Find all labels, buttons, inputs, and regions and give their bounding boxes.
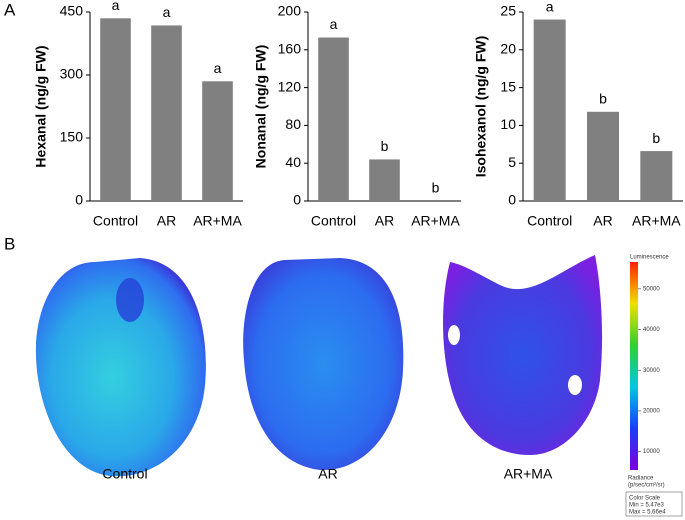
y-tick-label: 450 [60, 3, 84, 19]
significance-letter: b [432, 180, 440, 196]
y-tick-label: 150 [60, 129, 84, 145]
x-tick-label: Control [93, 213, 138, 229]
x-tick-label: AR [157, 213, 176, 229]
fruit-image [243, 258, 404, 471]
bar-chart: 0 40 80 120 160 200 Nonanal (ng/g FW) Control a A… [253, 3, 461, 229]
y-tick-label: 20 [500, 41, 516, 57]
fruit-image [443, 255, 603, 455]
dark-spot [116, 278, 144, 322]
x-tick-label: AR+MA [411, 213, 460, 229]
y-axis-label: Isohexanol (ng/g FW) [473, 36, 489, 178]
image-caption: AR+MA [504, 466, 553, 482]
significance-letter: a [112, 0, 120, 13]
luminescence-images [35, 255, 603, 477]
image-caption: AR [318, 466, 337, 482]
color-bar [630, 262, 638, 470]
x-tick-label: AR+MA [193, 213, 242, 229]
color-tick-label: 30000 [643, 368, 660, 374]
y-axis-label: Hexanal (ng/g FW) [33, 45, 49, 167]
x-tick-label: AR+MA [632, 213, 681, 229]
fruit-image [35, 258, 206, 477]
bar-chart: 0 5 10 15 20 25 Isohexanol (ng/g FW) Control a AR… [473, 0, 683, 229]
significance-letter: b [381, 138, 389, 154]
x-tick-label: Control [527, 213, 572, 229]
significance-letter: a [214, 60, 222, 76]
color-tick-label: 20000 [643, 408, 660, 414]
y-tick-label: 0 [508, 192, 516, 208]
y-tick-label: 40 [285, 154, 301, 170]
y-tick-label: 120 [278, 78, 302, 94]
y-tick-label: 15 [500, 78, 516, 94]
saturated-spot [568, 375, 582, 395]
y-axis-label: Nonanal (ng/g FW) [253, 45, 269, 169]
image-caption: Control [102, 466, 147, 482]
y-tick-label: 5 [508, 154, 516, 170]
panel-label: A [4, 0, 16, 19]
color-tick-label: 50000 [643, 286, 660, 292]
min-label: Min = 5.47e3 [629, 503, 665, 509]
bar-chart: 0 150 300 450 Hexanal (ng/g FW) Control a AR a AR… [33, 0, 243, 229]
color-tick-label: 10000 [643, 449, 660, 455]
y-tick-label: 25 [500, 3, 516, 19]
color-scale: Luminescence Radiance (p/sec/cm²/sr) Col… [625, 255, 683, 517]
color-scale-title: Luminescence [630, 255, 669, 261]
unit-title: Radiance [628, 476, 654, 482]
significance-letter: a [330, 16, 338, 32]
bar [202, 81, 233, 201]
y-tick-label: 0 [293, 192, 301, 208]
x-tick-label: AR [375, 213, 394, 229]
max-label: Max = 5.66e4 [629, 510, 666, 516]
significance-letter: b [599, 90, 607, 106]
y-tick-label: 160 [278, 41, 302, 57]
x-tick-label: Control [311, 213, 356, 229]
scale-box [625, 491, 683, 517]
y-tick-label: 10 [500, 116, 516, 132]
bar [100, 18, 131, 201]
bar [587, 111, 619, 201]
saturated-spot [448, 325, 460, 345]
bar [533, 19, 566, 202]
unit: (p/sec/cm²/sr) [628, 483, 665, 489]
x-tick-label: AR [593, 213, 612, 229]
box-title: Color Scale [629, 496, 661, 502]
bar [369, 159, 400, 201]
y-tick-label: 300 [60, 66, 84, 82]
bar [318, 37, 349, 201]
color-tick-label: 40000 [643, 327, 660, 333]
significance-letter: a [546, 0, 554, 14]
significance-letter: b [652, 130, 660, 146]
y-tick-label: 80 [285, 116, 301, 132]
panel-label: B [4, 234, 15, 253]
y-tick-label: 200 [278, 3, 302, 19]
bar [640, 151, 673, 201]
bar [151, 25, 182, 201]
y-tick-label: 0 [75, 192, 83, 208]
significance-letter: a [163, 4, 171, 20]
